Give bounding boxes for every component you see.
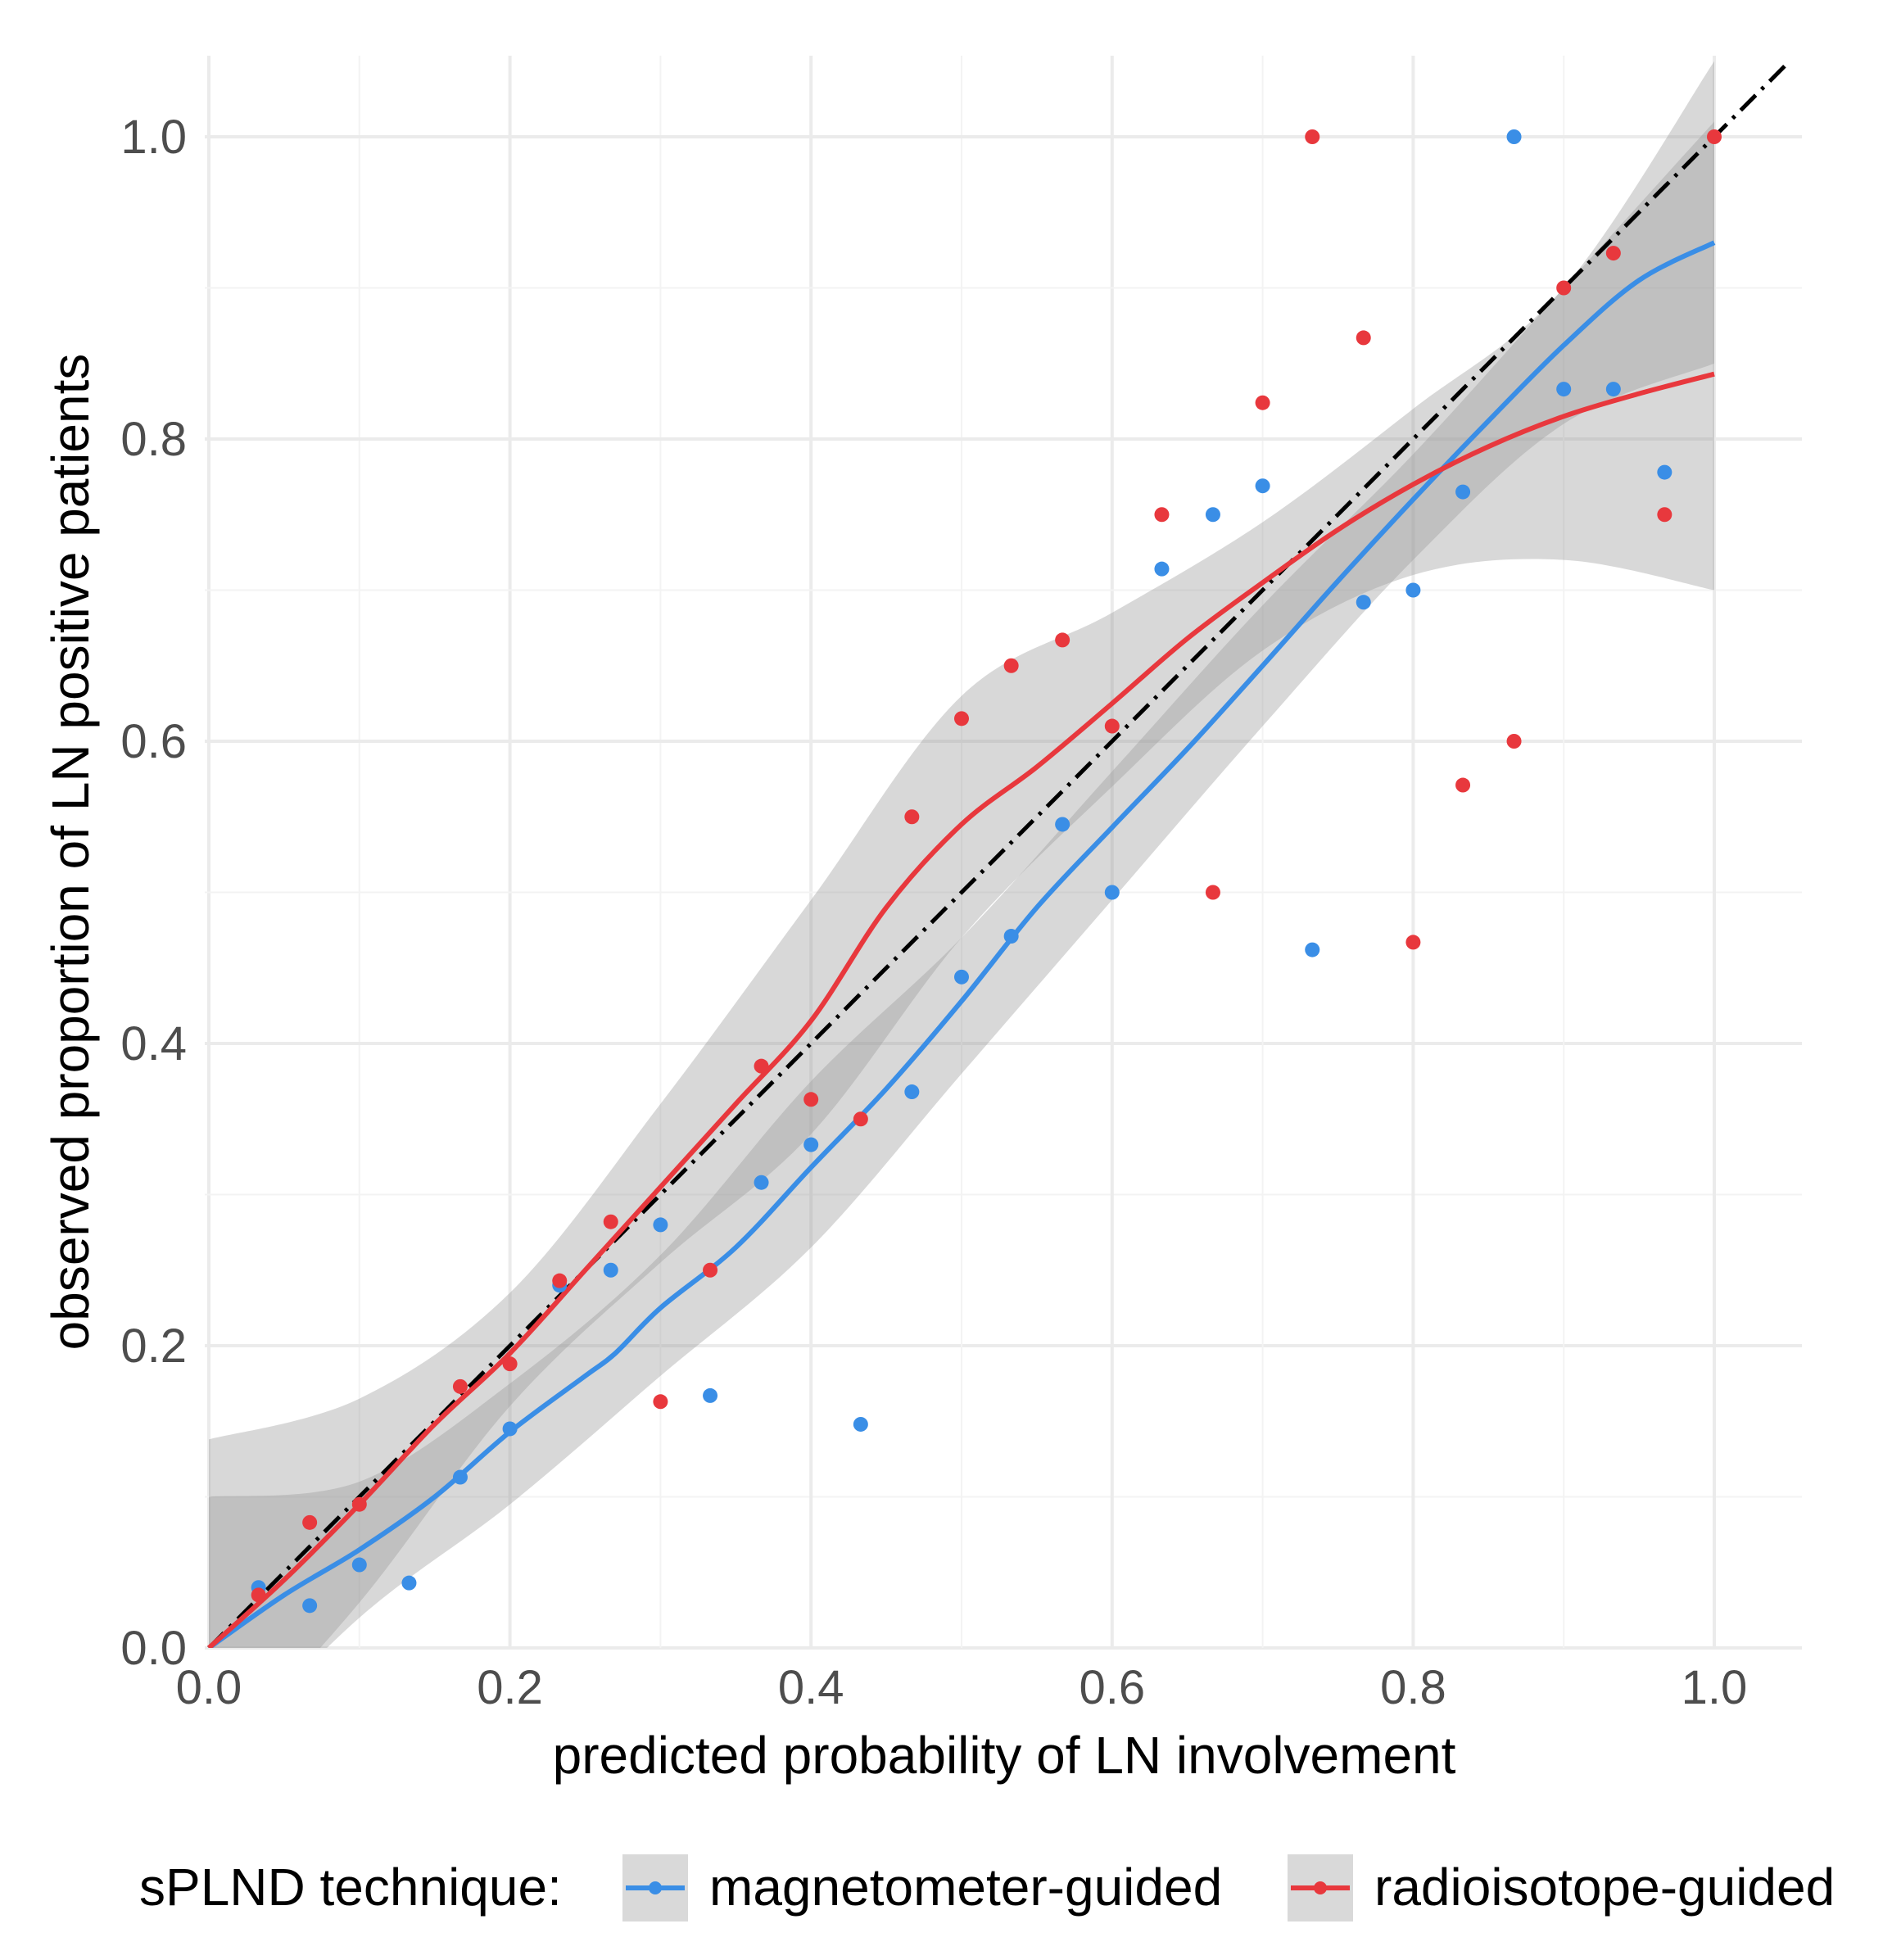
point-magnetometer-guided — [954, 969, 969, 985]
point-radioisotope-guided — [452, 1378, 468, 1394]
x-tick-label: 0.6 — [1079, 1661, 1145, 1714]
point-radioisotope-guided — [1205, 885, 1220, 900]
legend-point-radioisotope — [1314, 1881, 1327, 1894]
point-magnetometer-guided — [401, 1575, 417, 1591]
data-points — [251, 129, 1722, 1614]
point-magnetometer-guided — [1455, 484, 1471, 500]
point-magnetometer-guided — [1305, 942, 1320, 957]
point-radioisotope-guided — [502, 1356, 518, 1372]
point-radioisotope-guided — [1506, 734, 1522, 749]
point-magnetometer-guided — [302, 1598, 318, 1614]
y-tick-label: 1.0 — [120, 111, 187, 164]
point-radioisotope-guided — [552, 1273, 568, 1288]
point-radioisotope-guided — [251, 1587, 266, 1603]
point-radioisotope-guided — [1003, 658, 1019, 673]
point-radioisotope-guided — [302, 1514, 318, 1530]
legend: sPLND technique: magnetometer-guided rad… — [139, 1854, 1835, 1922]
point-magnetometer-guided — [1154, 561, 1170, 577]
point-magnetometer-guided — [904, 1084, 920, 1100]
legend-label-radioisotope: radioisotope-guided — [1374, 1858, 1835, 1917]
y-axis-title: observed proportion of LN positive patie… — [41, 354, 100, 1351]
x-axis-ticks: 0.0 0.2 0.4 0.6 0.8 1.0 — [176, 1661, 1748, 1714]
point-magnetometer-guided — [1055, 817, 1070, 832]
point-radioisotope-guided — [1305, 129, 1320, 144]
point-magnetometer-guided — [351, 1557, 367, 1573]
point-magnetometer-guided — [1556, 382, 1572, 397]
y-tick-label: 0.8 — [120, 413, 187, 466]
point-radioisotope-guided — [1255, 395, 1270, 410]
point-magnetometer-guided — [1356, 595, 1371, 610]
point-radioisotope-guided — [351, 1496, 367, 1512]
point-magnetometer-guided — [1205, 507, 1220, 523]
point-magnetometer-guided — [703, 1387, 718, 1403]
point-radioisotope-guided — [1455, 777, 1471, 793]
point-radioisotope-guided — [803, 1092, 819, 1107]
point-radioisotope-guided — [1055, 632, 1070, 648]
point-magnetometer-guided — [502, 1421, 518, 1437]
grid-lines — [205, 56, 1802, 1650]
y-tick-label: 0.0 — [120, 1622, 187, 1675]
point-magnetometer-guided — [1104, 885, 1120, 900]
point-magnetometer-guided — [653, 1217, 668, 1233]
y-tick-label: 0.2 — [120, 1319, 187, 1373]
point-radioisotope-guided — [703, 1262, 718, 1278]
legend-title: sPLND technique: — [139, 1858, 562, 1917]
x-tick-label: 1.0 — [1682, 1661, 1748, 1714]
point-radioisotope-guided — [1605, 246, 1621, 261]
point-radioisotope-guided — [904, 809, 920, 825]
reference-line — [207, 59, 1791, 1648]
point-magnetometer-guided — [452, 1469, 468, 1485]
point-magnetometer-guided — [803, 1137, 819, 1152]
smooth-line-magnetometer-guided — [207, 240, 1716, 1648]
confidence-band-radioisotope-guided — [209, 61, 1714, 1648]
point-magnetometer-guided — [603, 1262, 618, 1278]
point-radioisotope-guided — [1405, 935, 1421, 950]
point-radioisotope-guided — [954, 711, 969, 727]
y-axis-ticks: 0.0 0.2 0.4 0.6 0.8 1.0 — [120, 111, 187, 1675]
point-magnetometer-guided — [853, 1416, 868, 1432]
x-tick-label: 0.8 — [1380, 1661, 1446, 1714]
identity-line — [207, 59, 1791, 1648]
point-radioisotope-guided — [1707, 129, 1722, 144]
x-axis-title: predicted probability of LN involvement — [553, 1726, 1456, 1785]
smooth-lines — [206, 240, 1716, 1648]
point-magnetometer-guided — [1605, 382, 1621, 397]
point-radioisotope-guided — [1154, 507, 1170, 523]
point-radioisotope-guided — [653, 1394, 668, 1410]
point-magnetometer-guided — [1255, 478, 1270, 494]
legend-point-magnetometer — [649, 1881, 662, 1894]
point-radioisotope-guided — [1104, 718, 1120, 734]
point-radioisotope-guided — [603, 1214, 618, 1229]
smooth-line-radioisotope-guided — [206, 371, 1715, 1648]
point-magnetometer-guided — [1657, 464, 1672, 480]
y-tick-label: 0.6 — [120, 715, 187, 768]
point-radioisotope-guided — [1556, 280, 1572, 296]
y-tick-label: 0.4 — [120, 1017, 187, 1071]
legend-label-magnetometer: magnetometer-guided — [709, 1858, 1222, 1917]
point-radioisotope-guided — [754, 1058, 769, 1074]
x-tick-label: 0.2 — [477, 1661, 543, 1714]
point-magnetometer-guided — [754, 1175, 769, 1190]
point-magnetometer-guided — [1003, 929, 1019, 944]
x-tick-label: 0.0 — [176, 1661, 242, 1714]
point-radioisotope-guided — [1356, 330, 1371, 346]
point-magnetometer-guided — [1405, 582, 1421, 598]
point-magnetometer-guided — [1506, 129, 1522, 144]
point-radioisotope-guided — [853, 1111, 868, 1127]
x-tick-label: 0.4 — [778, 1661, 844, 1714]
point-radioisotope-guided — [1657, 507, 1672, 523]
